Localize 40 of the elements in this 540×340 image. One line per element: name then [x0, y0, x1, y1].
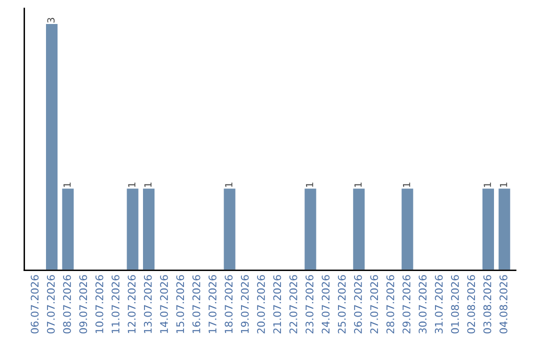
data-label: 1: [500, 182, 508, 187]
x-tick-label: 02.08.2026: [467, 275, 476, 334]
x-tick-label: 31.07.2026: [434, 275, 443, 334]
x-tick-label: 01.08.2026: [451, 275, 459, 334]
x-tick-label: 17.07.2026: [208, 275, 216, 333]
x-tick-label: 04.08.2026: [500, 275, 508, 334]
x-tick-label: 30.07.2026: [418, 275, 427, 334]
x-tick-label: 27.07.2026: [370, 275, 378, 334]
data-label: 1: [402, 182, 410, 187]
x-tick-label: 03.08.2026: [483, 275, 492, 334]
data-label: 3: [47, 18, 55, 23]
x-tick-label: 25.07.2026: [338, 275, 346, 334]
x-tick-label: 29.07.2026: [402, 275, 410, 334]
data-label: 1: [306, 182, 314, 187]
x-tick-label: 07.07.2026: [46, 275, 55, 334]
x-tick-label: 21.07.2026: [273, 275, 282, 334]
x-tick-label: 11.07.2026: [112, 275, 120, 333]
x-tick-label: 12.07.2026: [128, 275, 136, 333]
data-label: 1: [128, 182, 136, 187]
data-label: 1: [225, 182, 232, 187]
x-tick-label: 08.07.2026: [63, 275, 71, 334]
x-tick-label: 23.07.2026: [306, 275, 314, 334]
x-tick-label: 24.07.2026: [322, 275, 330, 334]
x-tick-label: 09.07.2026: [79, 275, 88, 334]
data-label: 1: [64, 182, 71, 187]
x-tick-label: 19.07.2026: [240, 275, 249, 333]
x-tick-label: 15.07.2026: [176, 275, 184, 333]
x-tick-label: 14.07.2026: [160, 275, 168, 333]
x-tick-label: 16.07.2026: [192, 275, 200, 333]
x-tick-label: 18.07.2026: [224, 275, 233, 333]
x-tick-label: 26.07.2026: [354, 275, 362, 334]
data-label: 1: [484, 182, 491, 187]
data-label: 1: [354, 182, 362, 187]
x-tick-label: 28.07.2026: [386, 275, 394, 334]
x-tick-label: 06.07.2026: [30, 275, 39, 334]
x-tick-label: 10.07.2026: [95, 275, 104, 333]
data-label: 1: [144, 182, 152, 187]
x-tick-label: 13.07.2026: [144, 275, 152, 333]
x-tick-label: 22.07.2026: [289, 275, 298, 334]
x-tick-label: 20.07.2026: [257, 275, 265, 334]
